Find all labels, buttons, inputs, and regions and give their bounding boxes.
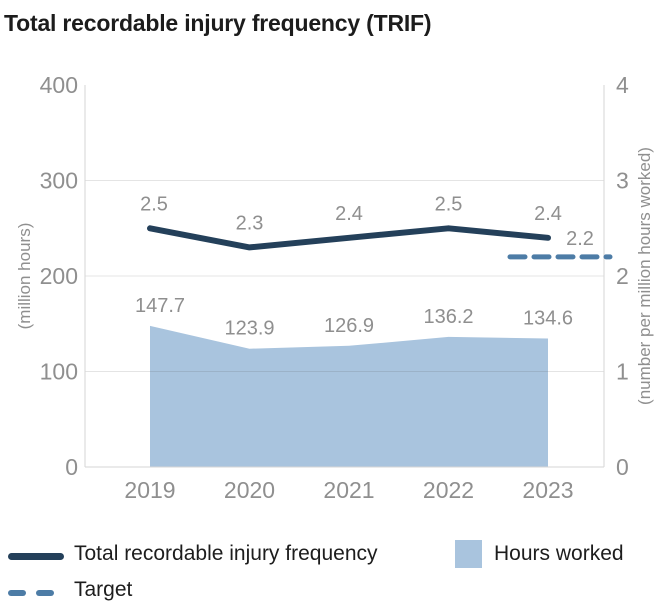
legend-label-trif: Total recordable injury frequency xyxy=(74,542,378,565)
svg-text:2.5: 2.5 xyxy=(140,193,168,215)
svg-text:2022: 2022 xyxy=(423,477,474,503)
svg-text:3: 3 xyxy=(616,168,629,194)
svg-text:(million hours): (million hours) xyxy=(15,223,34,330)
svg-text:2019: 2019 xyxy=(124,477,175,503)
svg-text:1: 1 xyxy=(616,359,629,385)
svg-text:136.2: 136.2 xyxy=(423,306,473,328)
svg-text:2020: 2020 xyxy=(224,477,275,503)
svg-text:2023: 2023 xyxy=(522,477,573,503)
trif-combo-chart: 2.5 2.3 2.4 2.5 2.4 147.7 123.9 126.9 136.2 134.6… xyxy=(15,72,654,503)
legend-line-swatch xyxy=(8,553,64,560)
svg-text:126.9: 126.9 xyxy=(324,315,374,337)
svg-text:147.7: 147.7 xyxy=(135,295,185,317)
svg-text:2.4: 2.4 xyxy=(335,203,363,225)
svg-text:4: 4 xyxy=(616,72,629,98)
svg-text:200: 200 xyxy=(40,263,78,289)
svg-text:0: 0 xyxy=(616,454,629,480)
svg-text:123.9: 123.9 xyxy=(224,318,274,340)
svg-text:(number per million hours work: (number per million hours worked) xyxy=(635,147,654,405)
svg-text:2021: 2021 xyxy=(323,477,374,503)
svg-text:400: 400 xyxy=(40,72,78,98)
svg-text:100: 100 xyxy=(40,359,78,385)
svg-text:0: 0 xyxy=(65,454,78,480)
legend-dash-swatch xyxy=(8,590,54,596)
svg-text:2.4: 2.4 xyxy=(534,203,562,225)
legend-label-hours-worked: Hours worked xyxy=(494,542,624,565)
svg-text:134.6: 134.6 xyxy=(523,307,573,329)
legend-label-target: Target xyxy=(74,578,133,601)
svg-text:2: 2 xyxy=(616,263,629,289)
svg-text:2.5: 2.5 xyxy=(435,193,463,215)
svg-text:2.2: 2.2 xyxy=(566,228,594,250)
chart-title: Total recordable injury frequency (TRIF) xyxy=(4,10,432,36)
svg-text:300: 300 xyxy=(40,168,78,194)
svg-text:2.3: 2.3 xyxy=(236,212,264,234)
legend-area-swatch xyxy=(455,540,482,568)
